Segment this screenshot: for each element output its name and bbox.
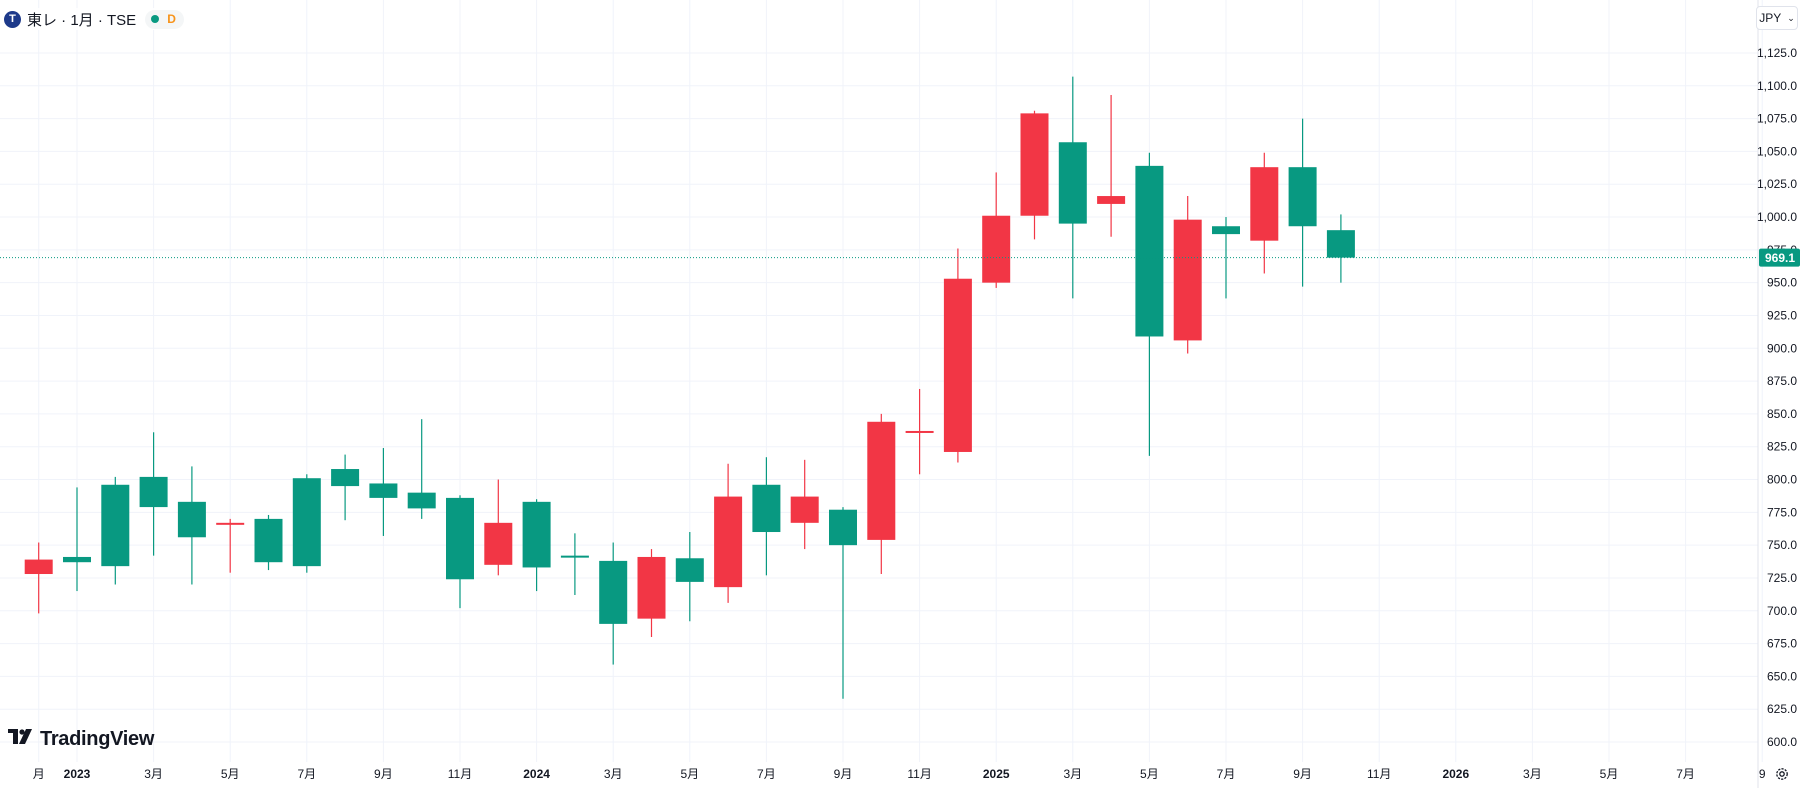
candle-body[interactable] [446, 497, 474, 580]
price-axis-tick-label: 925.0 [1767, 308, 1797, 322]
candle-body[interactable] [1058, 142, 1087, 224]
candle-body[interactable] [292, 478, 321, 567]
candle-body[interactable] [905, 430, 934, 433]
price-axis-tick-label: 825.0 [1767, 440, 1797, 454]
candle-body[interactable] [560, 555, 589, 558]
time-axis-tick-label: 11月 [1367, 767, 1391, 781]
time-axis-tick-label: 5月 [221, 767, 240, 781]
candle-body[interactable] [867, 421, 896, 540]
price-axis-tick-label: 1,025.0 [1757, 177, 1797, 191]
candle-body[interactable] [1135, 165, 1164, 337]
time-axis-tick-label: 9月 [374, 767, 393, 781]
candle-body[interactable] [943, 278, 972, 452]
candle-body[interactable] [369, 483, 398, 498]
price-axis-tick-label: 625.0 [1767, 702, 1797, 716]
candle-body[interactable] [139, 476, 168, 508]
time-axis-tick-label: 7月 [1676, 767, 1695, 781]
market-status-dot-icon [151, 15, 160, 23]
price-axis-tick-label: 875.0 [1767, 374, 1797, 388]
tradingview-brand[interactable]: TradingView [8, 728, 154, 751]
price-axis-tick-label: 675.0 [1767, 637, 1797, 651]
time-axis-tick-label: 5月 [680, 767, 699, 781]
candle-body[interactable] [24, 559, 53, 575]
price-axis-tick-label: 750.0 [1767, 538, 1797, 552]
brand-name: TradingView [40, 728, 155, 750]
time-axis-tick-label: 3月 [604, 767, 623, 781]
candle-body[interactable] [1288, 167, 1317, 227]
candle-body[interactable] [1326, 230, 1355, 258]
candle-body[interactable] [216, 522, 245, 525]
candle-body[interactable] [177, 501, 206, 538]
time-axis-tick-label: 3月 [144, 767, 163, 781]
symbol-logo-icon: T [4, 10, 21, 28]
candle-body[interactable] [790, 496, 819, 523]
price-axis-tick-label: 600.0 [1767, 735, 1797, 749]
candle-body[interactable] [752, 484, 781, 533]
price-axis-tick-label: 650.0 [1767, 669, 1797, 683]
time-axis-tick-label: 2025 [983, 767, 1010, 781]
tradingview-logo-icon [8, 728, 34, 751]
candle-body[interactable] [1212, 226, 1240, 235]
time-axis-tick-label: 2026 [1442, 767, 1469, 781]
time-axis-tick-label: 3月 [1523, 767, 1542, 781]
price-axis-tick-label: 725.0 [1767, 571, 1797, 585]
candle-body[interactable] [331, 469, 360, 487]
time-axis-tick-label: 2023 [64, 767, 91, 781]
price-axis-tick-label: 900.0 [1767, 341, 1797, 355]
candle-body[interactable] [1173, 219, 1202, 341]
candle-body[interactable] [599, 560, 628, 624]
candle-body[interactable] [637, 556, 666, 619]
time-axis-tick-label: 11月 [907, 767, 931, 781]
price-axis-tick-label: 1,100.0 [1757, 79, 1797, 93]
candle-body[interactable] [1250, 167, 1279, 241]
time-axis-tick-label: 5月 [1600, 767, 1619, 781]
gear-icon[interactable] [1773, 765, 1791, 783]
chevron-down-icon: ⌄ [1787, 12, 1795, 23]
time-axis-tick-label: 11月 [448, 767, 472, 781]
time-axis-tick-label: 2024 [523, 767, 550, 781]
candle-body[interactable] [1097, 196, 1126, 204]
interval-badge: D [167, 12, 176, 26]
price-axis-tick-label: 775.0 [1767, 505, 1797, 519]
candle-body[interactable] [407, 492, 436, 509]
price-axis-tick-label: 1,050.0 [1757, 144, 1797, 158]
candle-body[interactable] [101, 484, 130, 567]
candle-body[interactable] [829, 509, 857, 546]
candle-body[interactable] [714, 496, 743, 588]
time-axis-tick-label: 7月 [1217, 767, 1236, 781]
last-price-label: 969.1 [1765, 251, 1795, 265]
time-axis-tick-label: 月 [33, 767, 45, 781]
price-axis-tick-label: 1,125.0 [1757, 46, 1797, 60]
price-axis-tick-label: 700.0 [1767, 604, 1797, 618]
last-price-badge [1759, 248, 1800, 267]
time-axis-tick-label: 9月 [1293, 767, 1312, 781]
price-axis-tick-label: 850.0 [1767, 407, 1797, 421]
market-status-badge[interactable]: D [145, 9, 184, 29]
price-axis-tick-label: 1,075.0 [1757, 112, 1797, 126]
symbol-title[interactable]: 東レ · 1月 · TSE [27, 11, 137, 29]
candle-body[interactable] [63, 556, 91, 563]
time-axis-tick-label: 5月 [1140, 767, 1159, 781]
candle-body[interactable] [1020, 113, 1049, 216]
currency-selector[interactable]: JPY ⌄ [1756, 6, 1798, 30]
candle-body[interactable] [484, 522, 513, 565]
candle-body[interactable] [982, 215, 1011, 283]
price-axis-tick-label: 1,000.0 [1757, 210, 1797, 224]
candle-body[interactable] [675, 558, 704, 582]
candle-body[interactable] [522, 501, 551, 568]
time-axis-tick-label: 9月 [834, 767, 853, 781]
price-axis-tick-label: 950.0 [1767, 276, 1797, 290]
time-axis-tick-label: 7月 [757, 767, 776, 781]
price-axis-tick-label: 800.0 [1767, 473, 1797, 487]
time-axis-tick-label: 3月 [1063, 767, 1082, 781]
currency-label: JPY [1759, 11, 1782, 25]
time-axis-tick-label: 7月 [297, 767, 316, 781]
candle-body[interactable] [254, 518, 283, 563]
time-axis-tick-label: 9 [1759, 767, 1766, 781]
symbol-legend[interactable]: T 東レ · 1月 · TSE D [4, 8, 184, 30]
